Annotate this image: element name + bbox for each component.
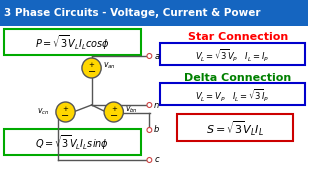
Text: $V_L = V_P \quad I_L = \sqrt{3}I_P$: $V_L = V_P \quad I_L = \sqrt{3}I_P$ bbox=[195, 87, 269, 103]
Text: $v_{cn}$: $v_{cn}$ bbox=[36, 107, 49, 117]
Circle shape bbox=[104, 102, 124, 122]
FancyBboxPatch shape bbox=[160, 83, 305, 105]
Text: $S = \sqrt{3}V_L I_L$: $S = \sqrt{3}V_L I_L$ bbox=[206, 120, 264, 138]
Text: a: a bbox=[154, 51, 159, 60]
Text: $V_L = \sqrt{3}V_P \quad I_L = I_P$: $V_L = \sqrt{3}V_P \quad I_L = I_P$ bbox=[195, 47, 269, 63]
Text: Star Connection: Star Connection bbox=[188, 32, 288, 42]
Circle shape bbox=[147, 127, 152, 132]
Text: +: + bbox=[89, 62, 94, 68]
Text: $Q = \sqrt{3}V_L I_L sin\phi$: $Q = \sqrt{3}V_L I_L sin\phi$ bbox=[35, 134, 109, 152]
Text: Delta Connection: Delta Connection bbox=[184, 73, 292, 83]
Text: $v_{bn}$: $v_{bn}$ bbox=[125, 105, 138, 115]
FancyBboxPatch shape bbox=[160, 43, 305, 65]
Text: n: n bbox=[154, 100, 159, 109]
Text: $P = \sqrt{3}V_L I_L cos\phi$: $P = \sqrt{3}V_L I_L cos\phi$ bbox=[35, 34, 110, 52]
FancyBboxPatch shape bbox=[177, 114, 293, 141]
Circle shape bbox=[82, 58, 101, 78]
Text: c: c bbox=[154, 156, 159, 165]
Circle shape bbox=[147, 102, 152, 107]
Text: $v_{an}$: $v_{an}$ bbox=[103, 61, 116, 71]
Circle shape bbox=[56, 102, 75, 122]
FancyBboxPatch shape bbox=[4, 129, 141, 155]
Circle shape bbox=[147, 53, 152, 59]
FancyBboxPatch shape bbox=[4, 29, 141, 55]
Text: +: + bbox=[111, 106, 117, 112]
Text: −: − bbox=[110, 111, 118, 121]
Text: +: + bbox=[63, 106, 68, 112]
Text: b: b bbox=[154, 125, 160, 134]
Circle shape bbox=[147, 158, 152, 163]
Text: 3 Phase Circuits - Voltage, Current & Power: 3 Phase Circuits - Voltage, Current & Po… bbox=[4, 8, 260, 18]
Text: −: − bbox=[61, 111, 69, 121]
Text: −: − bbox=[87, 67, 96, 77]
FancyBboxPatch shape bbox=[0, 0, 308, 26]
